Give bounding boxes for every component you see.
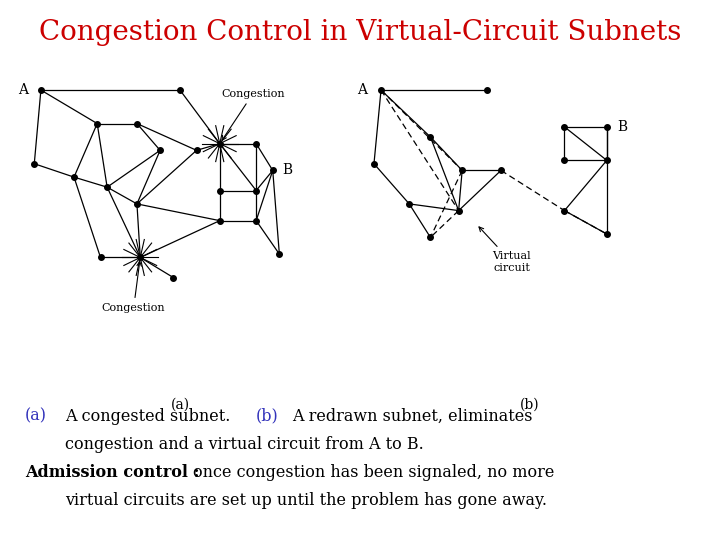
Text: Virtual
circuit: Virtual circuit	[479, 227, 531, 273]
Text: once congestion has been signaled, no more: once congestion has been signaled, no mo…	[193, 464, 554, 481]
Text: B: B	[618, 120, 628, 134]
Text: Congestion Control in Virtual-Circuit Subnets: Congestion Control in Virtual-Circuit Su…	[39, 19, 681, 46]
Text: (b): (b)	[256, 408, 279, 424]
Text: A congested subnet.: A congested subnet.	[65, 408, 230, 424]
Text: (a): (a)	[25, 408, 48, 424]
Text: Congestion: Congestion	[221, 89, 284, 140]
Text: A redrawn subnet, eliminates: A redrawn subnet, eliminates	[292, 408, 532, 424]
Text: A: A	[357, 83, 367, 97]
Text: congestion and a virtual circuit from A to B.: congestion and a virtual circuit from A …	[65, 436, 423, 453]
Text: Admission control :: Admission control :	[25, 464, 199, 481]
Text: B: B	[283, 164, 293, 178]
Text: Congestion: Congestion	[102, 261, 166, 313]
Text: (a): (a)	[171, 398, 189, 412]
Text: A: A	[18, 83, 27, 97]
Text: virtual circuits are set up until the problem has gone away.: virtual circuits are set up until the pr…	[65, 492, 546, 509]
Text: (b): (b)	[519, 398, 539, 412]
